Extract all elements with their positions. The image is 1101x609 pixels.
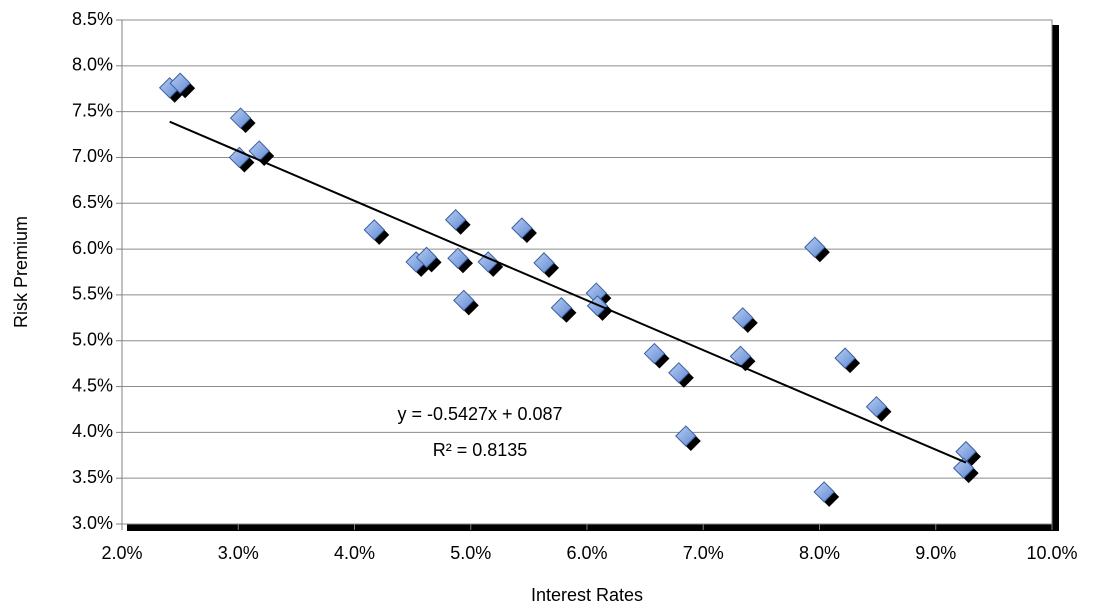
x-tick-label: 3.0% <box>218 543 259 563</box>
x-tick-label: 9.0% <box>915 543 956 563</box>
y-tick-label: 7.0% <box>72 146 113 166</box>
marker <box>415 246 438 269</box>
marker <box>804 236 826 258</box>
y-tick-label: 6.5% <box>72 192 113 212</box>
y-tick-label: 5.0% <box>72 329 113 349</box>
y-tick-label: 8.5% <box>72 9 113 29</box>
marker <box>533 252 555 274</box>
marker <box>229 107 252 129</box>
r-squared: R² = 0.8135 <box>433 440 528 460</box>
trendline <box>169 120 967 464</box>
x-tick-label: 2.0% <box>101 543 142 563</box>
y-tick-label: 4.0% <box>72 421 113 441</box>
trendline-equation: y = -0.5427x + 0.087 <box>397 404 562 424</box>
marker <box>511 217 533 239</box>
marker <box>643 342 666 365</box>
marker <box>550 297 573 319</box>
y-tick-label: 3.5% <box>72 467 113 487</box>
marker <box>444 209 467 231</box>
y-tick-label: 4.5% <box>72 375 113 395</box>
x-tick-label: 10.0% <box>1026 543 1077 563</box>
marker <box>813 481 835 503</box>
x-axis-label: Interest Rates <box>531 585 643 605</box>
y-tick-label: 5.5% <box>72 284 113 304</box>
plot-area <box>121 19 1053 525</box>
y-tick-label: 7.5% <box>72 100 113 120</box>
y-tick-label: 6.0% <box>72 238 113 258</box>
marker <box>675 425 697 447</box>
y-tick-label: 3.0% <box>72 513 113 533</box>
x-tick-label: 6.0% <box>566 543 607 563</box>
marker <box>952 457 975 479</box>
y-axis-label: Risk Premium <box>11 216 31 328</box>
x-tick-label: 7.0% <box>683 543 724 563</box>
x-tick-label: 5.0% <box>450 543 491 563</box>
marker <box>169 72 191 94</box>
x-tick-label: 8.0% <box>799 543 840 563</box>
y-tick-label: 8.0% <box>72 55 113 75</box>
marker <box>865 395 888 418</box>
marker <box>453 289 475 312</box>
marker <box>668 362 690 384</box>
x-tick-label: 4.0% <box>334 543 375 563</box>
marker <box>732 307 754 329</box>
marker <box>363 219 385 241</box>
marker <box>447 247 469 269</box>
marker <box>834 347 856 369</box>
